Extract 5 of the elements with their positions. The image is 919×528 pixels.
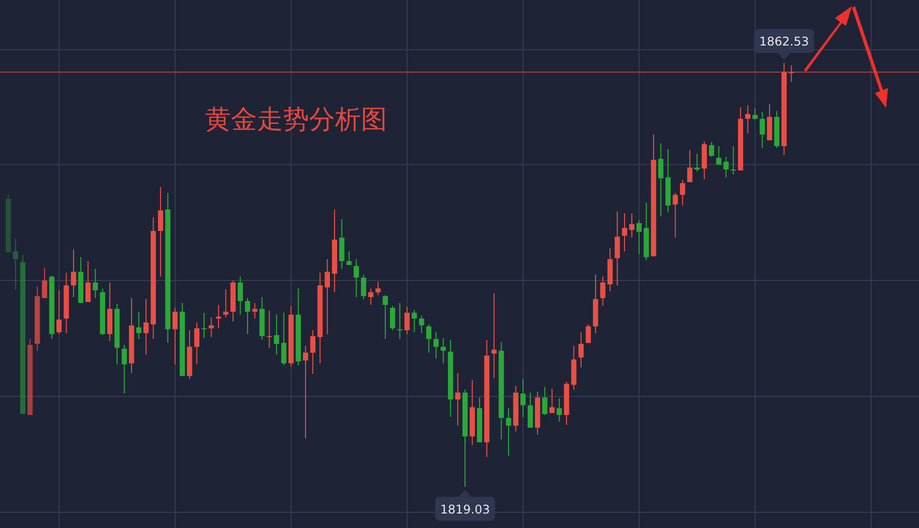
title: 黄金走势分析图	[205, 105, 387, 135]
annotation: 1862.53	[754, 29, 814, 60]
annotation: 1819.03	[435, 490, 496, 521]
annotation: 1862.53	[759, 34, 809, 49]
annotation: 1819.03	[440, 502, 490, 516]
